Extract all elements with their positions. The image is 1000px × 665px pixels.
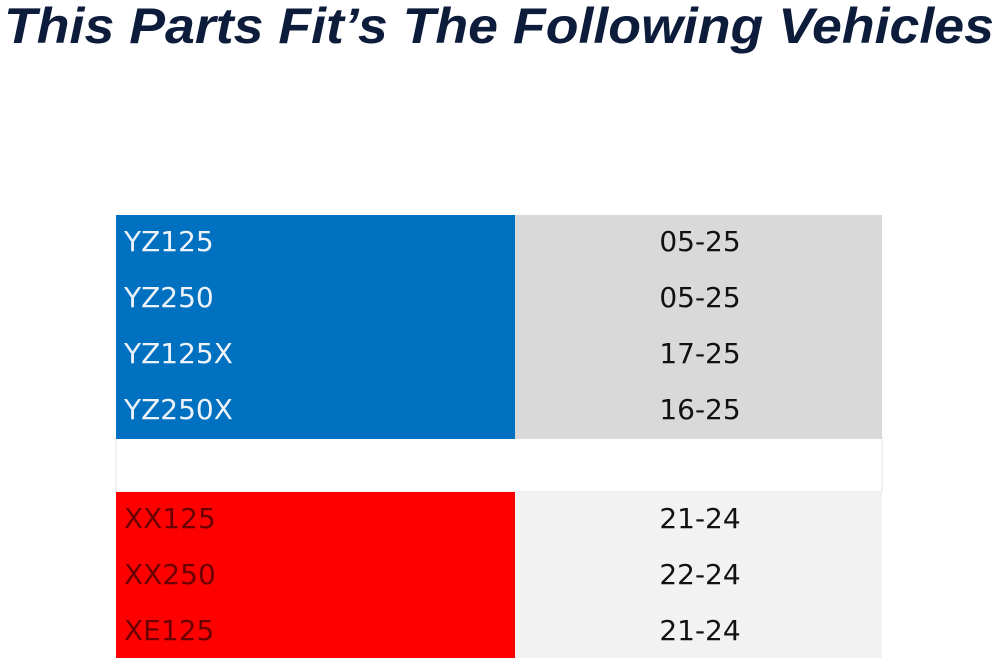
year-cell: 21-24	[659, 614, 740, 647]
year-cell: 17-25	[659, 337, 740, 370]
spacer-row	[115, 437, 883, 493]
model-cell: XX125	[124, 502, 216, 535]
year-cell: 05-25	[659, 281, 740, 314]
model-cell: XE125	[124, 614, 214, 647]
title: This Parts Fit’s The Following Vehicles	[4, 0, 994, 54]
year-cell: 16-25	[659, 393, 740, 426]
year-cell: 05-25	[659, 225, 740, 258]
year-cell: 22-24	[659, 558, 740, 591]
model-cell: YZ250	[123, 281, 214, 314]
model-cell: YZ125X	[123, 337, 233, 370]
model-column-block	[116, 215, 515, 439]
year-column-block	[515, 492, 882, 658]
model-cell: YZ250X	[123, 393, 233, 426]
year-column-block	[515, 215, 882, 439]
model-cell: XX250	[124, 558, 216, 591]
model-cell: YZ125	[123, 225, 214, 258]
year-cell: 21-24	[659, 502, 740, 535]
model-column-block	[116, 492, 515, 658]
